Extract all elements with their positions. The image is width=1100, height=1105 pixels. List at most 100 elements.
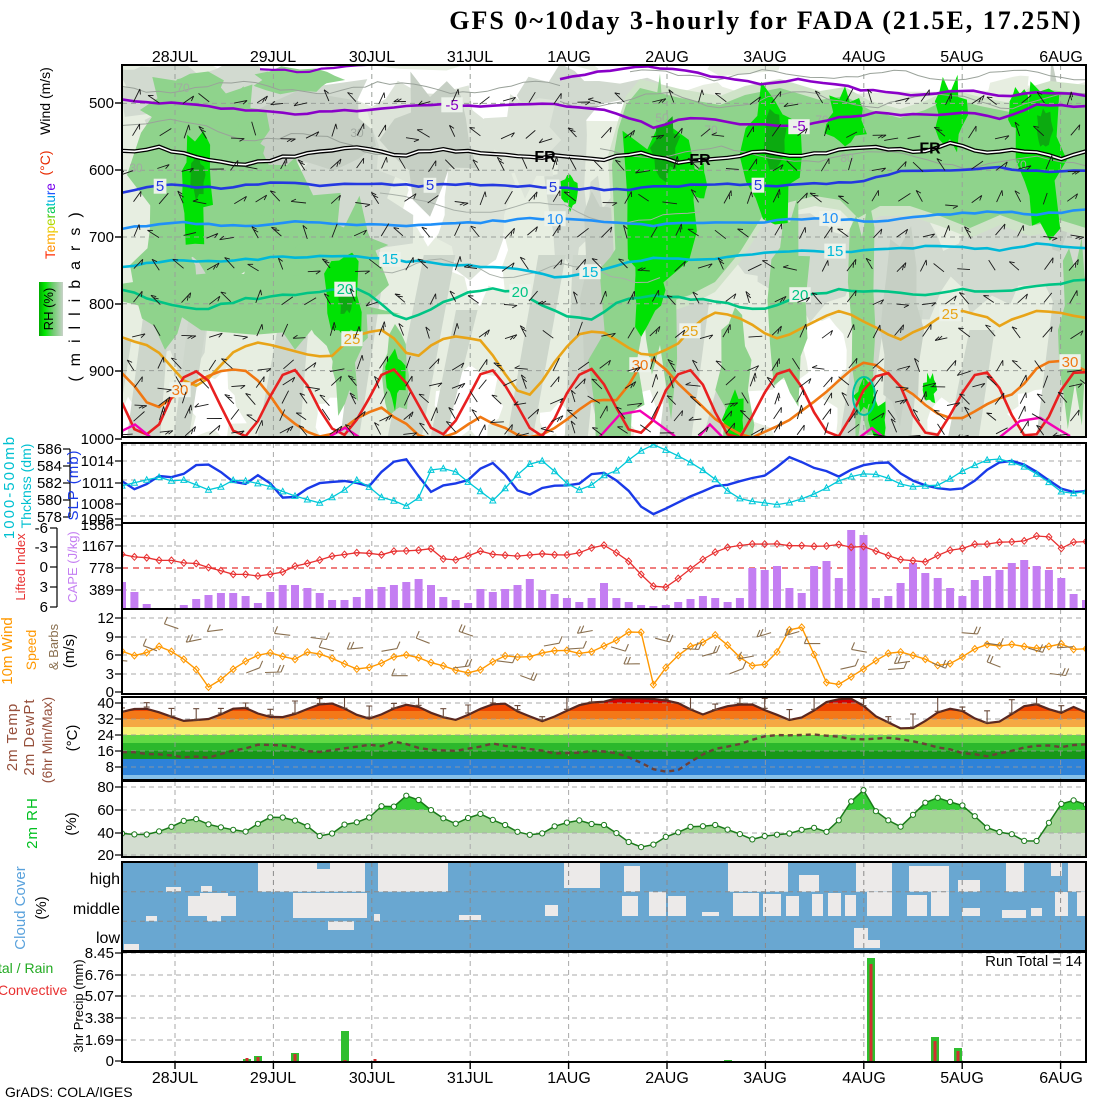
svg-text:15: 15 [827, 243, 844, 260]
svg-text:1000-500mb: 1000-500mb [1, 435, 18, 539]
svg-text:586: 586 [37, 441, 62, 458]
svg-text:10: 10 [822, 210, 839, 227]
svg-text:2AUG: 2AUG [645, 49, 689, 66]
svg-text:Convective: Convective [0, 982, 67, 998]
svg-text:6: 6 [106, 647, 114, 664]
svg-text:25: 25 [682, 323, 699, 340]
svg-text:6: 6 [40, 599, 48, 616]
svg-text:50: 50 [655, 111, 669, 125]
svg-text:6AUG: 6AUG [1039, 1070, 1083, 1087]
svg-text:middle: middle [73, 901, 120, 918]
svg-text:778: 778 [89, 560, 114, 577]
svg-text:1167: 1167 [82, 538, 114, 555]
svg-text:578: 578 [37, 509, 62, 526]
svg-text:low: low [96, 930, 120, 947]
svg-text:28JUL: 28JUL [152, 49, 198, 66]
svg-text:40: 40 [97, 825, 114, 842]
svg-text:Wind (m/s): Wind (m/s) [37, 67, 53, 135]
svg-text:Thcknss (dm): Thcknss (dm) [18, 444, 34, 529]
svg-text:20: 20 [337, 281, 354, 298]
svg-text:FR: FR [919, 141, 941, 158]
svg-text:8: 8 [106, 759, 114, 776]
svg-text:2m Temp: 2m Temp [4, 703, 21, 771]
svg-text:40: 40 [97, 695, 114, 712]
svg-text:(%): (%) [63, 812, 80, 835]
svg-text:1AUG: 1AUG [547, 1070, 591, 1087]
svg-text:600: 600 [89, 162, 114, 179]
svg-text:(m/s): (m/s) [61, 634, 78, 668]
svg-text:900: 900 [89, 363, 114, 380]
svg-text:(millibars): (millibars) [67, 202, 84, 381]
svg-text:80: 80 [97, 779, 114, 796]
svg-text:Speed: Speed [23, 630, 39, 670]
svg-text:GFS 0~10day 3-hourly for FADA: GFS 0~10day 3-hourly for FADA (21.5E, 17… [449, 6, 1082, 35]
svg-text:5: 5 [754, 177, 762, 194]
svg-text:70: 70 [815, 113, 829, 127]
svg-text:30: 30 [172, 382, 189, 399]
svg-text:15: 15 [382, 251, 399, 268]
svg-text:800: 800 [89, 296, 114, 313]
svg-text:80: 80 [840, 151, 854, 165]
svg-text:12: 12 [97, 610, 114, 627]
svg-text:5: 5 [426, 177, 434, 194]
svg-text:0: 0 [106, 1053, 114, 1070]
svg-text:FR: FR [689, 152, 711, 169]
svg-text:1008: 1008 [81, 496, 114, 513]
svg-text:-6: -6 [35, 520, 48, 537]
svg-text:5.07: 5.07 [85, 988, 114, 1005]
svg-text:5: 5 [549, 179, 557, 196]
svg-text:6.76: 6.76 [85, 967, 114, 984]
svg-text:700: 700 [89, 229, 114, 246]
svg-text:6AUG: 6AUG [1039, 49, 1083, 66]
svg-text:20: 20 [97, 847, 114, 864]
svg-text:-5: -5 [445, 97, 458, 114]
svg-text:Temperature: Temperature [43, 183, 58, 259]
svg-text:3AUG: 3AUG [743, 1070, 787, 1087]
svg-text:25: 25 [344, 331, 361, 348]
svg-text:15: 15 [582, 264, 599, 281]
svg-text:-5: -5 [792, 118, 805, 135]
svg-text:9: 9 [106, 629, 114, 646]
svg-text:3hr Precip (mm): 3hr Precip (mm) [71, 959, 86, 1052]
svg-text:1014: 1014 [81, 453, 114, 470]
svg-text:1005: 1005 [81, 511, 114, 528]
svg-text:2m DewPt: 2m DewPt [21, 698, 38, 775]
svg-text:2m RH: 2m RH [24, 797, 41, 849]
svg-text:1011: 1011 [82, 475, 114, 492]
svg-text:(6hr Min/Max): (6hr Min/Max) [39, 697, 55, 783]
svg-text:30: 30 [1062, 354, 1079, 371]
svg-text:3: 3 [40, 579, 48, 596]
svg-text:5: 5 [156, 178, 164, 195]
svg-text:29JUL: 29JUL [250, 1070, 296, 1087]
svg-text:5AUG: 5AUG [940, 1070, 984, 1087]
svg-text:30JUL: 30JUL [349, 49, 395, 66]
svg-text:1AUG: 1AUG [547, 49, 591, 66]
svg-text:389: 389 [89, 582, 114, 599]
svg-text:31JUL: 31JUL [447, 49, 493, 66]
svg-text:Lifted Index: Lifted Index [13, 533, 28, 601]
svg-text:Run Total = 14: Run Total = 14 [985, 953, 1082, 970]
svg-text:60: 60 [97, 802, 114, 819]
svg-text:70: 70 [176, 81, 190, 95]
svg-text:(%): (%) [33, 896, 50, 919]
svg-text:(°C): (°C) [64, 725, 81, 752]
svg-text:30: 30 [350, 126, 364, 140]
svg-text:10: 10 [547, 211, 564, 228]
svg-text:3: 3 [106, 666, 114, 683]
svg-text:2AUG: 2AUG [645, 1070, 689, 1087]
svg-text:32: 32 [97, 711, 114, 728]
svg-text:1000: 1000 [81, 431, 114, 448]
svg-text:20: 20 [512, 284, 529, 301]
svg-text:FR: FR [534, 149, 556, 166]
svg-text:24: 24 [97, 727, 114, 744]
svg-text:8.45: 8.45 [85, 945, 114, 962]
svg-text:1556: 1556 [81, 517, 114, 534]
svg-text:29JUL: 29JUL [250, 49, 296, 66]
svg-text:0: 0 [40, 559, 48, 576]
svg-text:25: 25 [942, 306, 959, 323]
svg-text:CAPE (J/kg): CAPE (J/kg) [65, 531, 80, 603]
svg-text:28JUL: 28JUL [152, 1070, 198, 1087]
svg-text:10m Wind: 10m Wind [0, 617, 16, 685]
svg-text:5AUG: 5AUG [940, 49, 984, 66]
svg-text:RH (%): RH (%) [41, 288, 56, 331]
